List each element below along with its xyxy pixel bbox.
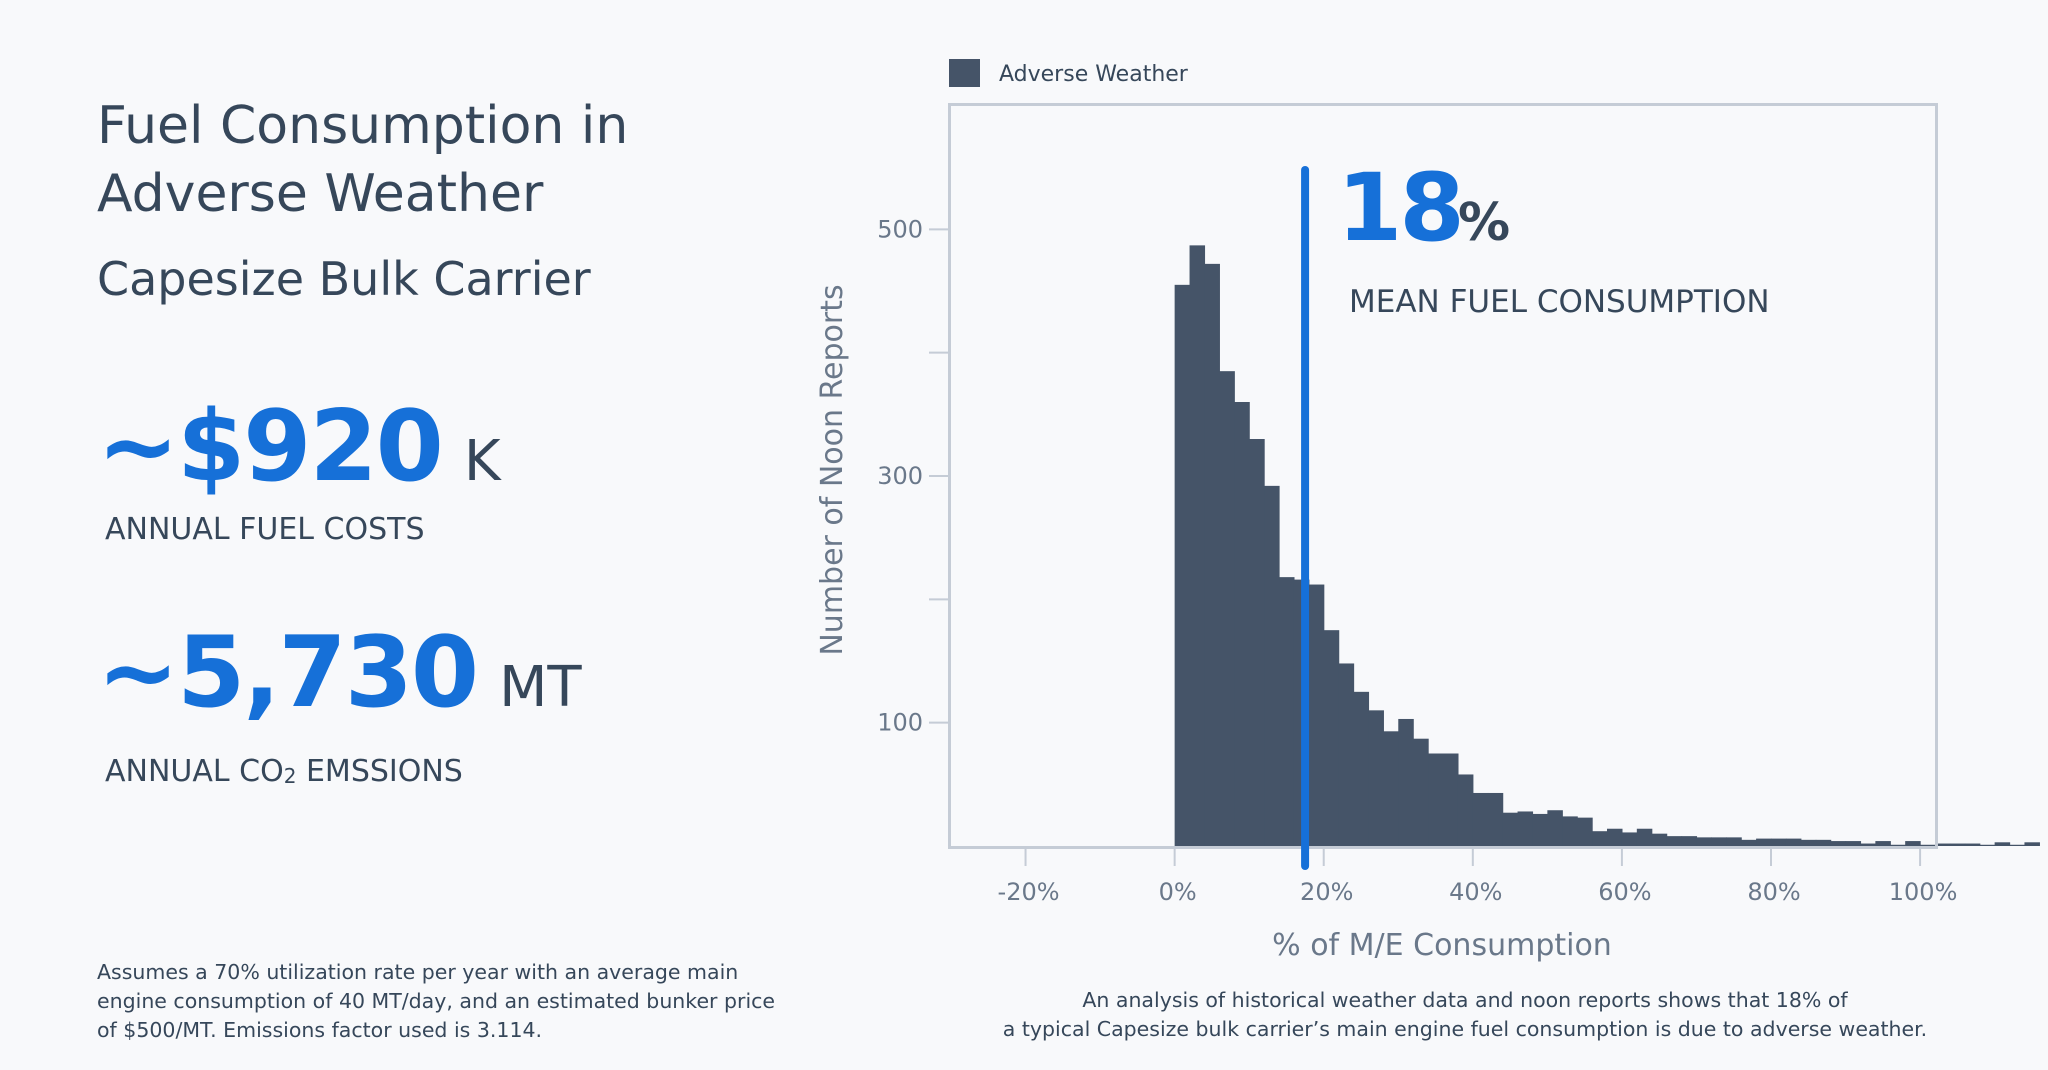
co2-label-subscript: 2 [283, 764, 297, 788]
histogram-bar [1621, 832, 1638, 846]
histogram-bar [1174, 284, 1191, 846]
caption-line-1: An analysis of historical weather data a… [1082, 988, 1848, 1012]
co2-stat: ~5,730 MT [97, 618, 582, 743]
histogram-bar [1517, 811, 1534, 846]
fuel-cost-unit: K [463, 429, 501, 494]
mean-unit: % [1458, 193, 1510, 253]
co2-value: ~5,730 [97, 616, 479, 730]
y-tick-label: 100 [877, 709, 923, 737]
histogram-bar [2009, 844, 2026, 846]
fuel-cost-value: ~$920 [97, 390, 444, 504]
x-tick-label: 40% [1449, 878, 1502, 906]
co2-label-prefix: ANNUAL CO [105, 754, 284, 789]
legend-label: Adverse Weather [999, 62, 1189, 87]
histogram-bar [1875, 841, 1891, 846]
histogram-bar [1249, 439, 1265, 846]
chart-caption: An analysis of historical weather data a… [960, 986, 1970, 1044]
fuel-cost-stat: ~$920 K [97, 392, 501, 517]
page-subtitle: Capesize Bulk Carrier [97, 252, 591, 306]
co2-label: ANNUAL CO2 EMSSIONS [105, 754, 463, 789]
page-title: Fuel Consumption in Adverse Weather [97, 96, 629, 224]
x-tick-label: 20% [1300, 878, 1353, 906]
histogram-bar [1890, 844, 1906, 846]
histogram-bar [1279, 577, 1295, 846]
co2-unit: MT [499, 655, 582, 720]
histogram-bar [1308, 584, 1325, 846]
assumptions-footnote: Assumes a 70% utilization rate per year … [97, 960, 776, 1042]
caption-line-2: a typical Capesize bulk carrier’s main e… [1002, 1017, 1928, 1041]
x-axis-label: % of M/E Consumption [1272, 928, 1612, 963]
histogram-bar [1293, 579, 1310, 846]
histogram-bar [1383, 731, 1399, 846]
histogram-bar [1428, 753, 1444, 846]
histogram-bar [1547, 810, 1563, 846]
histogram-bar [1651, 833, 1668, 846]
histogram-bar [1949, 843, 1966, 846]
histogram-bar [1368, 710, 1384, 846]
histogram-bar [1532, 813, 1548, 846]
histogram-bar [1338, 663, 1355, 846]
histogram-bar [1413, 738, 1429, 846]
histogram-bar [1785, 838, 1802, 846]
histogram-bar [1234, 402, 1250, 846]
histogram-bar [1577, 817, 1593, 846]
histogram-bar [1219, 371, 1235, 846]
histogram-bar [1607, 828, 1623, 846]
histogram-bar [1994, 842, 2011, 846]
mean-value: 18 [1337, 154, 1462, 263]
histogram-bar [1741, 839, 1757, 846]
histogram-bar [1323, 630, 1340, 846]
y-axis-label: Number of Noon Reports [815, 284, 850, 655]
histogram-bar [1726, 837, 1742, 846]
histogram-bar [1398, 718, 1414, 846]
x-tick-label: 60% [1598, 878, 1651, 906]
histogram-bar [1189, 245, 1206, 846]
histogram-bar [1979, 844, 1996, 846]
histogram-bar [1443, 753, 1459, 846]
histogram-bar [1845, 841, 1862, 846]
mean-label: MEAN FUEL CONSUMPTION [1349, 284, 1770, 320]
histogram-bar [1457, 774, 1474, 846]
histogram-bar [1592, 831, 1608, 846]
x-tick-label: 0% [1159, 878, 1197, 906]
x-tick-label: -20% [998, 878, 1060, 906]
histogram-bar [1756, 838, 1772, 846]
histogram-bar [1860, 843, 1876, 846]
histogram-bar [1830, 841, 1847, 846]
histogram-bar [1264, 485, 1280, 846]
histogram-bar [1666, 836, 1683, 846]
co2-label-suffix: EMSSIONS [296, 754, 463, 789]
histogram-bar [1204, 263, 1220, 846]
histogram-bar [2024, 842, 2040, 846]
histogram-bar [1562, 816, 1578, 846]
histogram-bar [1681, 836, 1698, 846]
x-tick-label: 80% [1747, 878, 1800, 906]
y-tick-label: 300 [877, 462, 923, 490]
histogram-bar [1711, 837, 1727, 846]
histogram-bar [1935, 843, 1951, 846]
histogram-bar [1920, 844, 1936, 846]
histogram-bar [1636, 828, 1653, 846]
histogram-bar [1815, 839, 1832, 846]
histogram-bar [1696, 837, 1712, 846]
mean-value-number: 18 [1337, 154, 1462, 263]
histogram-bar [1472, 792, 1489, 846]
plot-frame [948, 103, 1938, 849]
histogram-bar [1905, 841, 1921, 846]
legend-swatch [949, 59, 980, 87]
fuel-cost-label: ANNUAL FUEL COSTS [105, 512, 425, 547]
histogram-bar [1800, 839, 1817, 846]
histogram-bar [1353, 691, 1370, 846]
histogram-bar [1502, 812, 1519, 846]
x-tick-label: 100% [1889, 878, 1958, 906]
histogram-bar [1964, 843, 1981, 846]
y-tick-label: 500 [877, 215, 923, 243]
histogram-bar [1771, 838, 1787, 846]
histogram-bar [1487, 792, 1504, 846]
